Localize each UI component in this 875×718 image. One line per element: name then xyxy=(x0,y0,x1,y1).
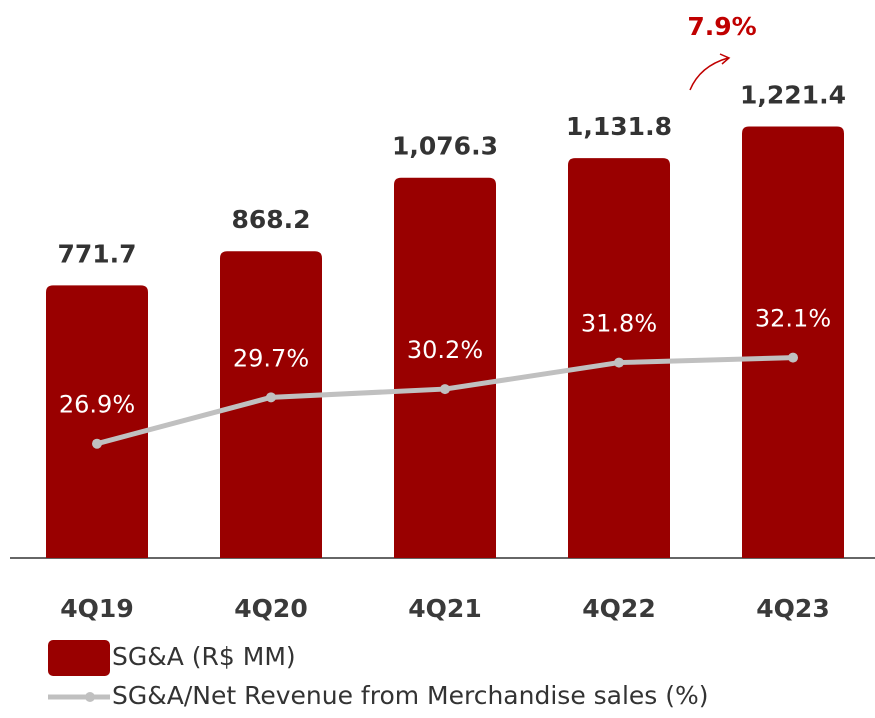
bar-value-label: 1,131.8 xyxy=(566,112,672,141)
growth-arrow xyxy=(689,57,729,91)
line-value-label: 31.8% xyxy=(581,310,657,338)
bar xyxy=(46,285,148,558)
x-tick-label: 4Q21 xyxy=(408,594,481,623)
legend-label: SG&A/Net Revenue from Merchandise sales … xyxy=(112,681,709,710)
x-tick-label: 4Q22 xyxy=(582,594,655,623)
line-value-label: 30.2% xyxy=(407,336,483,364)
legend-label: SG&A (R$ MM) xyxy=(112,642,296,671)
line-point xyxy=(266,392,276,403)
x-tick-label: 4Q23 xyxy=(756,594,829,623)
line-value-label: 26.9% xyxy=(59,391,135,419)
legend-swatch xyxy=(48,640,110,676)
line-value-label: 29.7% xyxy=(233,344,309,372)
legend-swatch-point xyxy=(85,692,95,702)
x-tick-label: 4Q19 xyxy=(60,594,133,623)
line-point xyxy=(92,438,102,449)
bar xyxy=(394,177,496,558)
bar-value-label: 771.7 xyxy=(57,239,136,268)
bar xyxy=(742,126,844,559)
bar-value-label: 868.2 xyxy=(231,205,310,234)
growth-arrow-head xyxy=(719,53,731,65)
line-point xyxy=(440,384,450,395)
line-point xyxy=(614,357,624,368)
growth-annotation: 7.9% xyxy=(687,12,756,41)
bar xyxy=(220,251,322,558)
x-tick-label: 4Q20 xyxy=(234,594,307,623)
line-value-label: 32.1% xyxy=(755,305,831,333)
bar-value-label: 1,076.3 xyxy=(392,132,498,161)
bar-value-label: 1,221.4 xyxy=(740,80,846,109)
line-point xyxy=(788,352,798,363)
